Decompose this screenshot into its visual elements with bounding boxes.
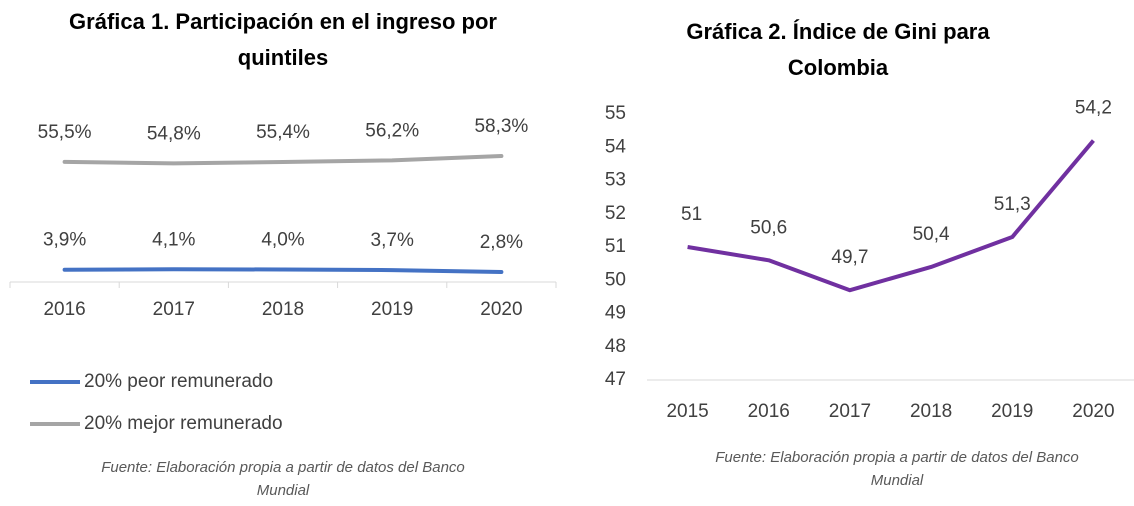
x-tick-label: 2019 [991,401,1033,422]
y-tick-label: 51 [605,236,626,257]
data-label: 56,2% [365,120,419,141]
legend-label: 20% mejor remunerado [84,413,283,434]
data-label: 54,2 [1075,98,1112,119]
line [687,139,1095,293]
line [62,154,504,166]
line [62,267,504,274]
x-tick-label: 2018 [910,401,952,422]
x-tick-label: 2017 [153,299,195,320]
source-note: Fuente: Elaboración propia a partir de d… [101,459,465,499]
data-label: 50,4 [913,224,950,245]
data-label: 55,4% [256,122,310,143]
y-tick-label: 50 [605,269,626,290]
y-tick-label: 48 [605,336,626,357]
data-label: 51,3 [994,194,1031,215]
y-tick-label: 47 [605,369,626,390]
x-tick-label: 2016 [43,299,85,320]
data-label: 3,9% [43,230,86,251]
y-tick-label: 49 [605,303,626,324]
x-tick-label: 2016 [748,401,790,422]
data-label: 49,7 [831,247,868,268]
data-label: 2,8% [480,232,523,253]
chart-title: Gráfica 1. Participación en el ingreso p… [69,9,497,70]
x-tick-label: 2019 [371,299,413,320]
x-tick-label: 2020 [480,299,522,320]
x-tick-label: 2018 [262,299,304,320]
x-tick-label: 2017 [829,401,871,422]
y-tick-label: 53 [605,170,626,191]
y-tick-label: 54 [605,136,627,157]
data-label: 50,6 [750,217,787,238]
data-label: 51 [681,204,702,225]
chart-title: Gráfica 2. Índice de Gini para Colombia [686,19,990,80]
data-label: 4,0% [261,230,304,251]
legend-label: 20% peor remunerado [84,371,273,392]
x-tick-label: 2015 [666,401,708,422]
x-tick-label: 2020 [1072,401,1114,422]
y-tick-label: 52 [605,203,626,224]
data-label: 3,7% [371,230,414,251]
data-label: 58,3% [474,116,528,137]
data-label: 55,5% [38,122,92,143]
source-note: Fuente: Elaboración propia a partir de d… [715,449,1079,489]
y-tick-label: 55 [605,103,626,124]
data-label: 54,8% [147,123,201,144]
data-label: 4,1% [152,229,195,250]
